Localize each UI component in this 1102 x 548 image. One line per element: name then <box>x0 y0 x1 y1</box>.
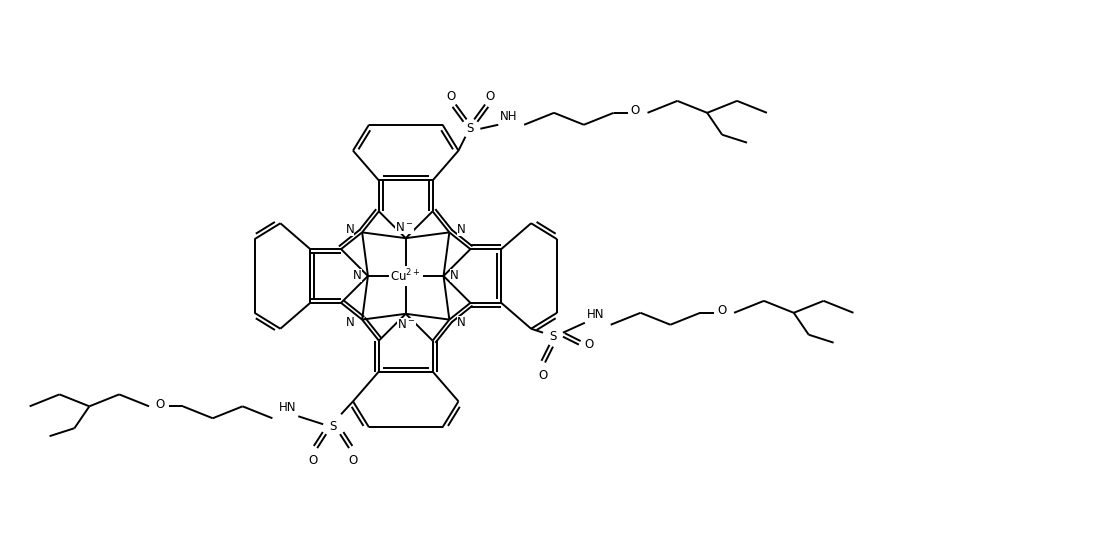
Text: O: O <box>486 90 495 103</box>
Text: O: O <box>717 304 726 317</box>
Text: NH: NH <box>500 110 518 123</box>
Text: S: S <box>549 330 557 343</box>
Text: O: O <box>348 454 358 467</box>
Text: N: N <box>345 316 354 329</box>
Text: N: N <box>457 223 466 236</box>
Text: O: O <box>585 338 594 351</box>
Text: S: S <box>329 420 337 433</box>
Text: O: O <box>630 104 640 117</box>
Text: N: N <box>457 316 466 329</box>
Text: N: N <box>450 270 458 282</box>
Text: N: N <box>354 270 361 282</box>
Text: N$^-$: N$^-$ <box>396 221 414 234</box>
Text: Cu$^{2+}$: Cu$^{2+}$ <box>390 267 421 284</box>
Text: O: O <box>446 90 455 103</box>
Text: N: N <box>345 223 354 236</box>
Text: HN: HN <box>279 401 296 414</box>
Text: N$^-$: N$^-$ <box>398 318 417 331</box>
Text: O: O <box>309 454 317 467</box>
Text: S: S <box>467 122 474 135</box>
Text: O: O <box>539 368 548 381</box>
Text: O: O <box>155 398 165 411</box>
Text: HN: HN <box>587 308 604 321</box>
